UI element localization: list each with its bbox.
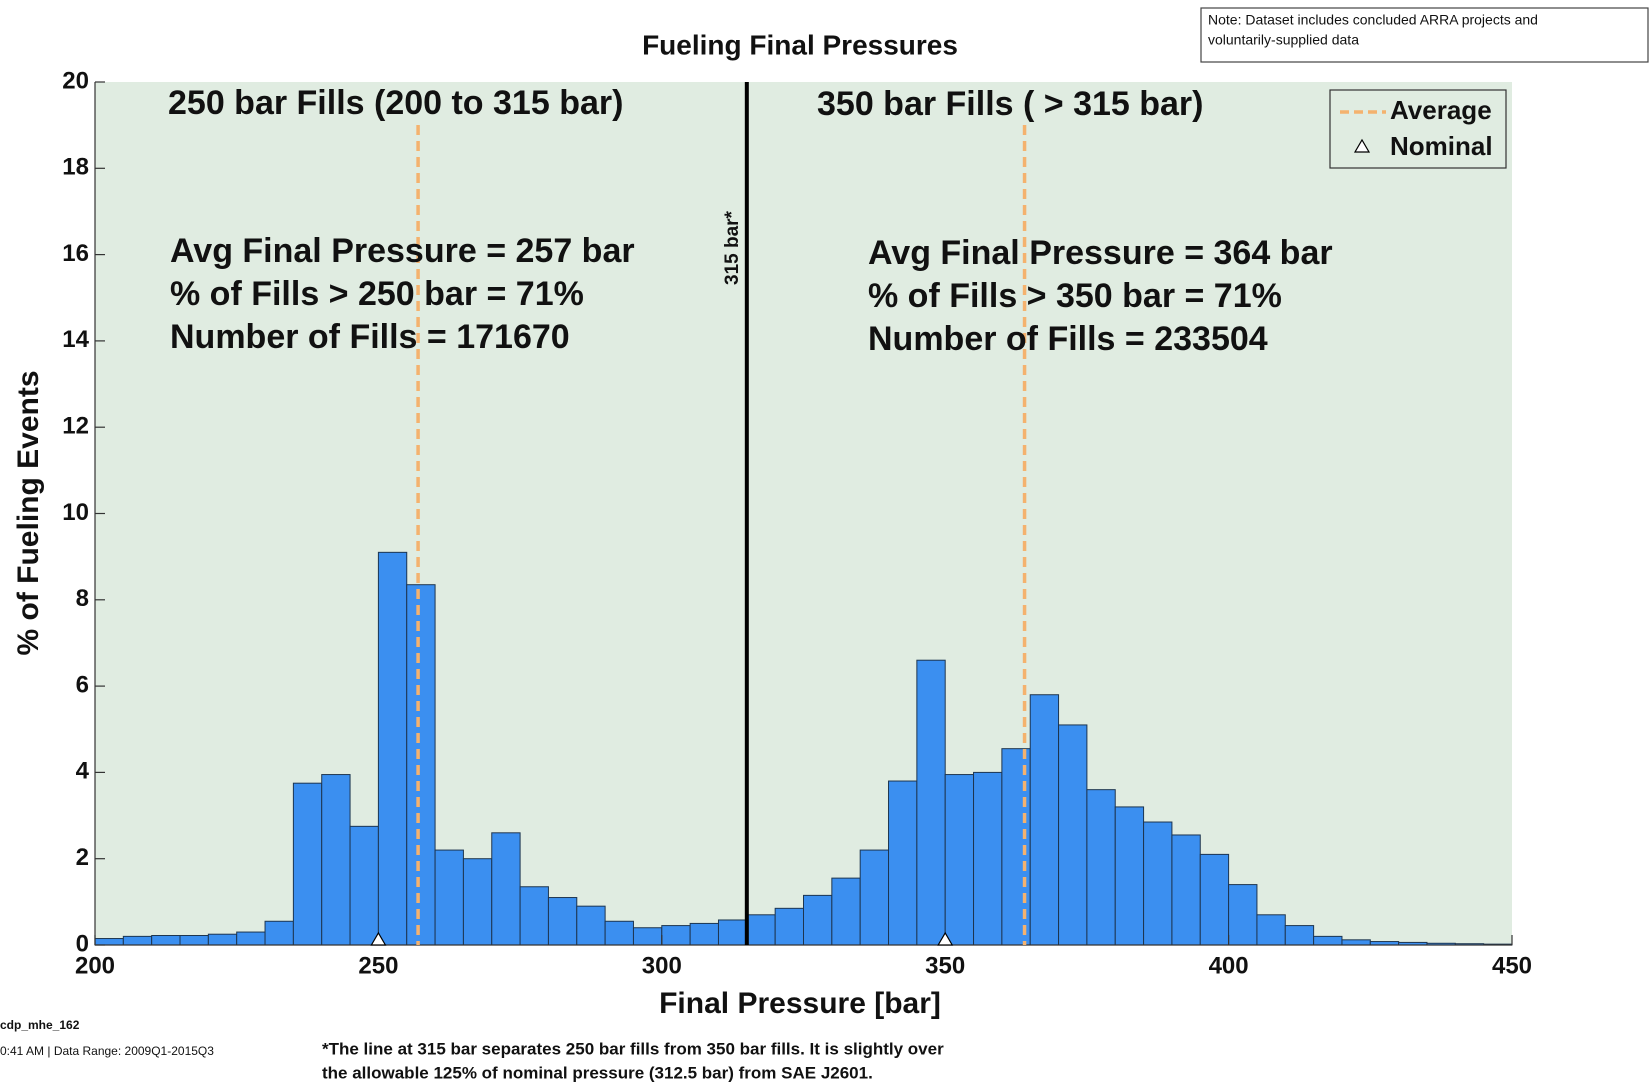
bar (1143, 821, 1173, 946)
bar (207, 933, 238, 946)
bar (859, 849, 890, 946)
chart-title: Fueling Final Pressures (642, 29, 958, 60)
region-stat: Avg Final Pressure = 364 bar (868, 234, 1333, 272)
legend-nominal-swatch (1353, 138, 1371, 153)
y-tick-label: 18 (62, 154, 89, 181)
y-tick-label: 12 (62, 413, 89, 440)
bar (236, 931, 266, 946)
bar (916, 659, 946, 946)
note-box (1200, 7, 1649, 63)
bar (491, 832, 521, 946)
bar (1341, 939, 1371, 946)
bar (774, 907, 804, 946)
bar (1058, 724, 1088, 946)
bar (632, 927, 663, 946)
y-tick-label: 14 (62, 326, 89, 353)
bar (179, 935, 209, 946)
y-tick-label: 0 (76, 930, 89, 957)
x-tick-label: 350 (925, 952, 965, 979)
bar (604, 920, 634, 946)
bar (944, 774, 975, 946)
y-tick-label: 10 (62, 499, 89, 526)
footnote: *The line at 315 bar separates 250 bar f… (322, 1039, 944, 1058)
bar (1086, 789, 1116, 946)
bar (406, 584, 436, 946)
y-axis-label: % of Fueling Events (12, 370, 45, 655)
bar (377, 551, 408, 946)
y-tick-label: 20 (62, 67, 89, 94)
bar (434, 849, 464, 946)
y-tick-label: 6 (76, 671, 89, 698)
bar (888, 780, 918, 946)
bar (746, 914, 776, 946)
region-stat: Avg Final Pressure = 257 bar (170, 232, 635, 270)
bar (803, 894, 833, 946)
bar (547, 897, 578, 946)
bar (94, 938, 124, 946)
bar (321, 774, 351, 946)
nominal-marker (370, 931, 387, 946)
region-stat: Number of Fills = 171670 (170, 318, 570, 356)
region-title: 250 bar Fills (200 to 315 bar) (168, 84, 623, 122)
bar (519, 886, 549, 946)
bar (151, 935, 181, 946)
y-tick-label: 4 (76, 758, 90, 785)
bar (264, 920, 294, 946)
bar (1313, 935, 1343, 946)
y-tick-label: 8 (76, 585, 89, 612)
region-stat: Number of Fills = 233504 (868, 320, 1268, 358)
x-axis-label: Final Pressure [bar] (659, 987, 941, 1020)
region-stat: % of Fills > 250 bar = 71% (170, 275, 584, 313)
bar (1256, 914, 1286, 946)
legend-label: Nominal (1390, 131, 1493, 161)
x-tick-label: 300 (642, 952, 682, 979)
bar (661, 925, 691, 946)
bar (717, 919, 748, 946)
bar (1029, 694, 1060, 946)
nominal-marker (937, 931, 954, 946)
legend-label: Average (1390, 95, 1492, 125)
bar (1284, 925, 1315, 946)
x-tick-label: 200 (75, 952, 115, 979)
bar (831, 877, 861, 946)
bar (122, 935, 153, 946)
bar (1171, 834, 1201, 946)
bar (973, 771, 1003, 946)
x-tick-label: 250 (358, 952, 398, 979)
region-title: 350 bar Fills ( > 315 bar) (817, 85, 1203, 123)
footer-text: 0:41 AM | Data Range: 2009Q1-2015Q3 (0, 1044, 214, 1058)
bar (689, 922, 719, 946)
bar (292, 782, 323, 946)
x-tick-label: 450 (1492, 952, 1532, 979)
footer-text: cdp_mhe_162 (0, 1018, 80, 1032)
region-stat: % of Fills > 350 bar = 71% (868, 277, 1282, 315)
y-tick-label: 2 (76, 844, 89, 871)
legend-box (1329, 89, 1507, 169)
bar (1114, 806, 1145, 946)
bar (462, 858, 493, 946)
x-tick-label: 400 (1209, 952, 1249, 979)
footnote: the allowable 125% of nominal pressure (… (322, 1063, 873, 1082)
note-text: voluntarily-supplied data (1208, 32, 1359, 48)
bar (1228, 884, 1258, 946)
y-tick-label: 16 (62, 240, 89, 267)
bar (349, 825, 379, 946)
note-text: Note: Dataset includes concluded ARRA pr… (1208, 12, 1538, 28)
bar (1199, 853, 1230, 946)
divider-label: 315 bar* (722, 210, 743, 285)
bar (576, 905, 606, 946)
